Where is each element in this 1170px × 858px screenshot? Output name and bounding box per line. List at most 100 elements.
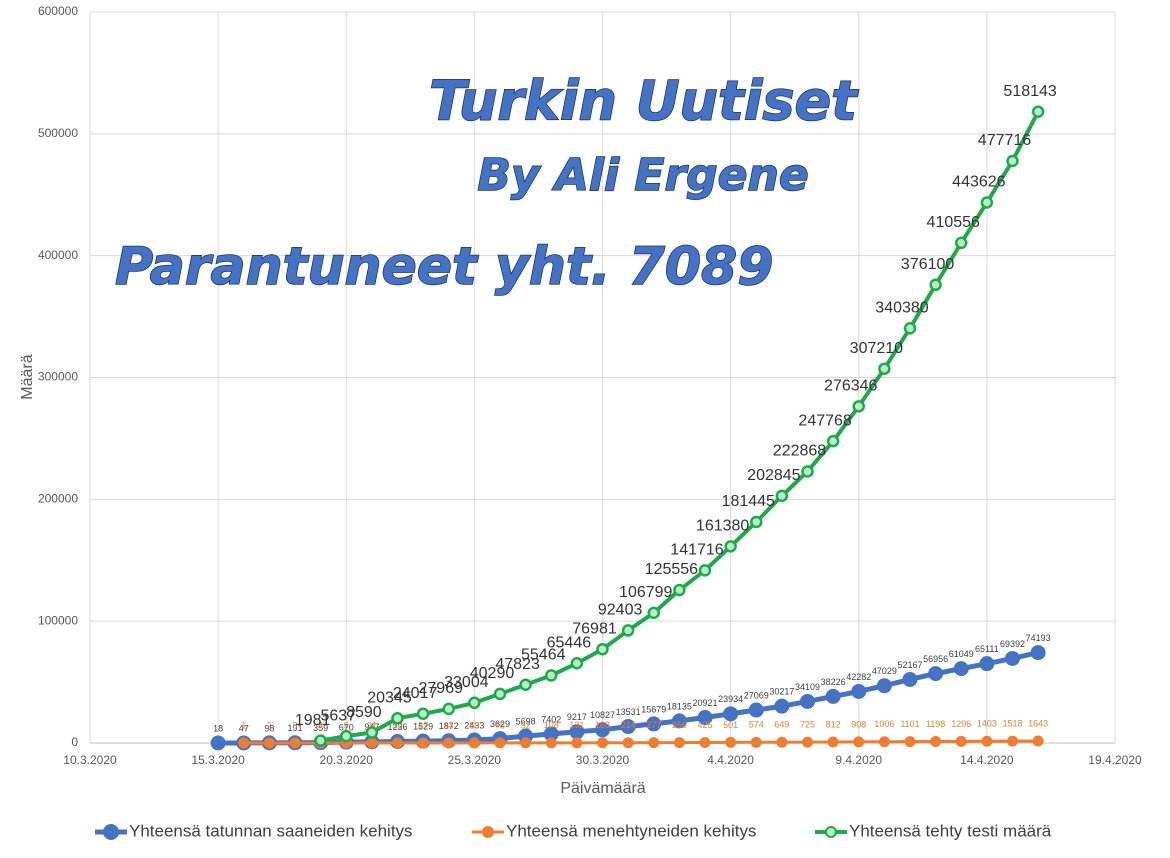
marker	[597, 737, 608, 749]
data-label: 34109	[795, 682, 820, 692]
data-label: 47823	[495, 656, 540, 673]
data-label: 76981	[572, 620, 617, 637]
marker	[776, 736, 788, 748]
x-axis-label: Päivämäärä	[560, 780, 645, 797]
marker	[519, 678, 532, 691]
y-tick-label: 100000	[38, 613, 78, 627]
data-label: 307210	[850, 340, 903, 357]
marker	[673, 583, 686, 597]
data-label: 2	[267, 720, 272, 730]
data-label: 1643	[1028, 718, 1048, 728]
data-label: 277	[646, 720, 661, 730]
annotation: Parantuneet yht. 7089	[115, 237, 773, 297]
marker	[979, 656, 995, 672]
data-label: 125556	[645, 561, 698, 578]
marker	[340, 729, 353, 743]
data-label: 27069	[744, 690, 769, 700]
data-label: 7402	[541, 714, 561, 724]
marker	[699, 736, 711, 748]
x-tick-label: 15.3.2020	[191, 753, 245, 767]
data-label: 98	[264, 723, 274, 733]
marker	[902, 671, 918, 687]
marker	[468, 696, 481, 710]
y-tick-label: 400000	[38, 248, 78, 262]
legend-label: Yhteensä tehty testi määrä	[849, 821, 1052, 840]
data-label: 812	[826, 719, 841, 729]
marker	[391, 711, 404, 725]
data-label: 47029	[872, 666, 897, 676]
marker	[878, 362, 891, 375]
data-label: 23934	[718, 694, 743, 704]
data-label: 69392	[1000, 639, 1025, 649]
marker	[365, 726, 379, 739]
marker	[571, 737, 583, 749]
data-label: 2433	[464, 720, 484, 730]
data-label: 725	[800, 719, 815, 729]
marker	[648, 737, 660, 749]
marker	[494, 737, 506, 749]
data-label: 108	[544, 720, 559, 730]
data-label: 75	[495, 720, 505, 730]
data-label: 24017	[393, 685, 438, 702]
data-label: 1198	[926, 719, 945, 729]
marker	[1031, 105, 1045, 118]
marker	[545, 669, 558, 682]
data-label: 131	[569, 720, 584, 730]
marker	[724, 540, 737, 553]
data-label: 1	[241, 720, 246, 730]
marker	[622, 737, 634, 749]
legend-marker	[482, 826, 494, 838]
marker	[289, 737, 301, 749]
data-label: 425	[697, 720, 712, 730]
data-label: 106799	[619, 584, 672, 601]
data-label: 5637	[320, 707, 356, 724]
data-label: 56956	[923, 654, 948, 664]
data-label: 44	[444, 720, 454, 730]
marker	[442, 702, 455, 716]
marker	[955, 735, 967, 747]
marker	[750, 736, 762, 748]
data-label: 10827	[590, 710, 615, 720]
annotation: Turkin Uutiset	[429, 70, 859, 133]
legend-marker	[103, 824, 119, 840]
data-label: 52167	[897, 660, 922, 670]
data-label: 33004	[444, 674, 489, 691]
legend-label: Yhteensä tatunnan saaneiden kehitys	[129, 821, 413, 840]
marker	[955, 236, 968, 250]
data-label: 74193	[1026, 633, 1051, 643]
x-tick-label: 25.3.2020	[448, 753, 502, 767]
x-tick-label: 14.4.2020	[960, 753, 1014, 767]
marker	[366, 737, 378, 749]
data-label: 18	[213, 723, 223, 733]
marker	[800, 693, 815, 709]
data-label: 4	[318, 720, 323, 730]
data-label: 65111	[975, 644, 999, 654]
y-tick-label: 300000	[38, 370, 78, 384]
data-label: 47	[239, 723, 249, 733]
marker	[748, 702, 764, 718]
x-tick-label: 19.4.2020	[1088, 753, 1142, 767]
marker	[595, 722, 610, 738]
marker	[620, 719, 636, 735]
marker	[210, 735, 226, 751]
marker	[520, 737, 532, 749]
data-label: 376100	[901, 256, 954, 273]
data-label: 168	[595, 720, 610, 730]
legend-label: Yhteensä menehtyneiden kehitys	[506, 821, 756, 840]
marker	[903, 322, 917, 335]
data-label: 1981	[295, 712, 331, 729]
data-label: 649	[774, 720, 789, 730]
data-label: 38226	[821, 677, 846, 687]
data-label: 30	[392, 720, 402, 730]
data-label: 1872	[439, 721, 459, 731]
data-label: 501	[723, 720, 738, 730]
data-label: 59	[469, 720, 479, 730]
data-label: 276346	[824, 378, 877, 395]
data-label: 42282	[846, 672, 871, 682]
marker	[750, 515, 763, 529]
data-label: 9	[344, 720, 349, 730]
marker	[928, 666, 944, 682]
data-label: 65446	[547, 634, 592, 651]
data-label: 1006	[874, 719, 894, 729]
